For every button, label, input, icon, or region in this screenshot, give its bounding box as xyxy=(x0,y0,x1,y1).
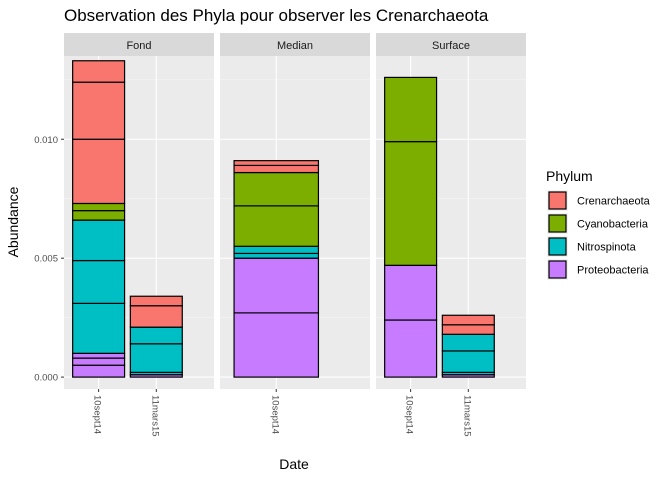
legend: Phylum Crenarchaeota Cyanobacteria Nitrosp… xyxy=(546,168,651,280)
x-axis-title: Date xyxy=(279,456,309,472)
y-tick-label: 0.005 xyxy=(34,254,58,265)
legend-label: Proteobacteria xyxy=(577,265,649,277)
bar-segment-nitrospinota xyxy=(441,333,495,352)
bar-segment-proteobacteria xyxy=(72,364,126,378)
bar-segment-cyanobacteria xyxy=(384,141,438,266)
bar-segment-crenarchaeota xyxy=(129,295,183,307)
bar-segment-cyanobacteria xyxy=(233,171,320,207)
bar-segment-nitrospinota xyxy=(129,343,183,373)
bar-segment-crenarchaeota xyxy=(441,324,495,335)
x-tick-label: 10sept14 xyxy=(92,395,103,434)
bar-segment-cyanobacteria xyxy=(233,205,320,247)
facet-strip-label: Fond xyxy=(126,40,151,52)
facet-strip xyxy=(64,33,214,56)
legend-title: Phylum xyxy=(546,168,593,184)
bar-segment-proteobacteria xyxy=(72,352,126,359)
bar-segment-crenarchaeota xyxy=(233,164,320,174)
bar-segment-crenarchaeota xyxy=(129,305,183,328)
legend-label: Cyanobacteria xyxy=(577,219,649,231)
facet-strip-label: Surface xyxy=(432,40,470,52)
y-axis-title: Abundance xyxy=(5,186,21,257)
bar-segment-crenarchaeota xyxy=(72,138,126,205)
y-tick-label: 0.010 xyxy=(34,135,58,146)
bar-segment-cyanobacteria xyxy=(72,202,126,212)
bar-segment-proteobacteria xyxy=(72,357,126,366)
x-tick-label: 10sept14 xyxy=(269,395,280,434)
bar-segment-nitrospinota xyxy=(72,302,126,354)
x-tick-label: 10sept14 xyxy=(404,395,415,434)
facet-median: Median 10sept14 xyxy=(220,33,370,434)
facet-strip-label: Median xyxy=(277,40,313,52)
bar-segment-crenarchaeota xyxy=(233,160,320,167)
bar-segment-nitrospinota xyxy=(233,245,320,255)
bar-segment-crenarchaeota xyxy=(72,81,126,140)
x-tick-label: 11mars15 xyxy=(149,395,160,437)
x-tick-label: 11mars15 xyxy=(461,395,472,437)
bar-segment-proteobacteria xyxy=(384,264,438,321)
bar-segment-nitrospinota xyxy=(72,259,126,304)
facet-strip xyxy=(220,33,370,56)
y-axis: 0.000 0.005 0.010 xyxy=(34,135,64,384)
bar-segment-crenarchaeota xyxy=(72,60,126,83)
chart-title: Observation des Phyla pour observer les … xyxy=(64,6,489,25)
bar-segment-crenarchaeota xyxy=(441,314,495,326)
bar-segment-nitrospinota xyxy=(72,219,126,262)
bar-segment-nitrospinota xyxy=(129,326,183,345)
legend-label: Nitrospinota xyxy=(577,242,637,254)
bar-segment-cyanobacteria xyxy=(72,210,126,221)
bar-segment-proteobacteria xyxy=(233,312,320,378)
facet-surface: Surface 10sept14 11mars15 xyxy=(376,33,526,437)
bar-segment-nitrospinota xyxy=(441,350,495,373)
facet-strip xyxy=(376,33,526,56)
legend-swatch xyxy=(548,191,567,210)
y-tick-label: 0.000 xyxy=(34,373,58,384)
legend-swatch xyxy=(548,237,567,256)
legend-swatch xyxy=(548,214,567,233)
legend-swatch xyxy=(548,260,567,279)
bar-segment-nitrospinota xyxy=(233,252,320,259)
bar-segment-proteobacteria xyxy=(233,257,320,314)
legend-label: Crenarchaeota xyxy=(577,196,651,208)
bar-segment-cyanobacteria xyxy=(384,76,438,143)
bar-segment-proteobacteria xyxy=(384,319,438,378)
facet-fond: Fond 10sept14 11mars15 xyxy=(64,33,214,437)
